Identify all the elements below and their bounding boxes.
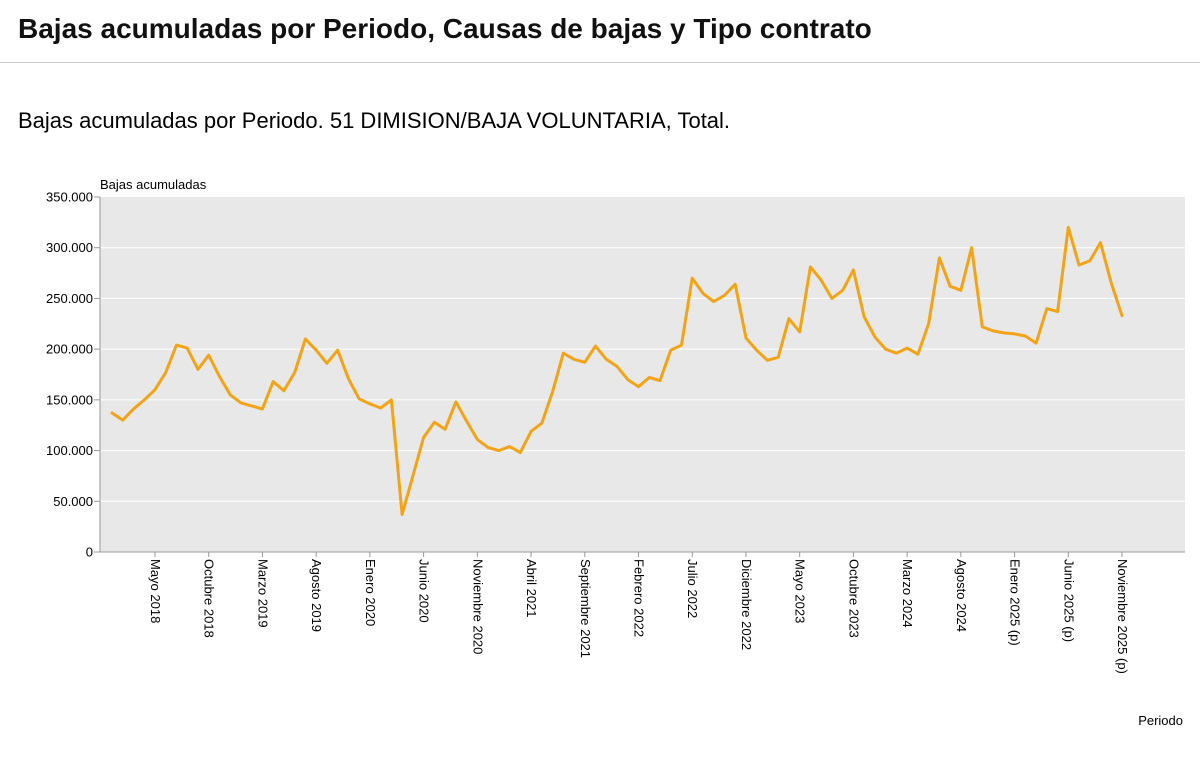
header-divider xyxy=(0,62,1200,63)
x-tick-label: Enero 2020 xyxy=(363,559,378,626)
x-tick-label: Junio 2020 xyxy=(417,559,432,623)
x-tick-label: Diciembre 2022 xyxy=(739,559,754,650)
x-tick-label: Mayo 2018 xyxy=(148,559,163,623)
y-tick-label: 0 xyxy=(86,545,93,560)
y-tick-label: 100.000 xyxy=(46,443,93,458)
x-axis-title: Periodo xyxy=(1138,713,1183,728)
y-tick-label: 150.000 xyxy=(46,392,93,407)
page-title: Bajas acumuladas por Periodo, Causas de … xyxy=(18,13,872,44)
y-tick-label: 350.000 xyxy=(46,190,93,205)
page-header: Bajas acumuladas por Periodo, Causas de … xyxy=(0,0,1200,61)
y-axis-title: Bajas acumuladas xyxy=(100,177,207,192)
x-tick-label: Abril 2021 xyxy=(524,559,539,618)
series-line[interactable] xyxy=(110,225,1124,516)
x-tick-label: Noviembre 2020 xyxy=(470,559,485,654)
x-tick-label: Agosto 2019 xyxy=(309,559,324,632)
x-tick-label: Octubre 2023 xyxy=(846,559,861,638)
chart-subtitle: Bajas acumuladas por Periodo. 51 DIMISIO… xyxy=(18,108,731,133)
x-tick-label: Febrero 2022 xyxy=(632,559,647,637)
x-tick-label: Julio 2022 xyxy=(685,559,700,618)
y-tick-label: 250.000 xyxy=(46,291,93,306)
x-tick-label: Septiembre 2021 xyxy=(578,559,593,658)
x-tick-label: Marzo 2024 xyxy=(900,559,915,628)
x-tick-label: Junio 2025 (p) xyxy=(1061,559,1076,642)
chart-svg: 0 50.000 100.000 150.000 200.000 250.000 300.0… xyxy=(46,177,1185,728)
y-tick-label: 50.000 xyxy=(53,494,93,509)
x-tick-label: Agosto 2024 xyxy=(954,559,969,632)
x-tick-label: Enero 2025 (p) xyxy=(1008,559,1023,646)
y-tick-label: 200.000 xyxy=(46,342,93,357)
y-tick-label: 300.000 xyxy=(46,240,93,255)
x-tick-label: Noviembre 2025 (p) xyxy=(1115,559,1130,674)
line-chart: 0 50.000 100.000 150.000 200.000 250.000 300.0… xyxy=(0,165,1200,752)
x-tick-label: Mayo 2023 xyxy=(793,559,808,623)
x-tick-label: Marzo 2019 xyxy=(255,559,270,628)
x-tick-label: Octubre 2018 xyxy=(202,559,217,638)
plot-area xyxy=(100,197,1185,552)
